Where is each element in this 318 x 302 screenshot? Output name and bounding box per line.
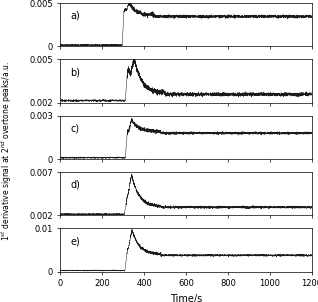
Text: d): d) <box>71 180 80 190</box>
X-axis label: Time/s: Time/s <box>170 294 202 302</box>
Text: b): b) <box>71 67 80 77</box>
Text: c): c) <box>71 124 80 133</box>
Text: a): a) <box>71 11 80 21</box>
Text: e): e) <box>71 236 80 246</box>
Text: 1$^{st}$ derivative signal at 2$^{nd}$ overtone peaks/a.u.: 1$^{st}$ derivative signal at 2$^{nd}$ o… <box>0 61 14 241</box>
